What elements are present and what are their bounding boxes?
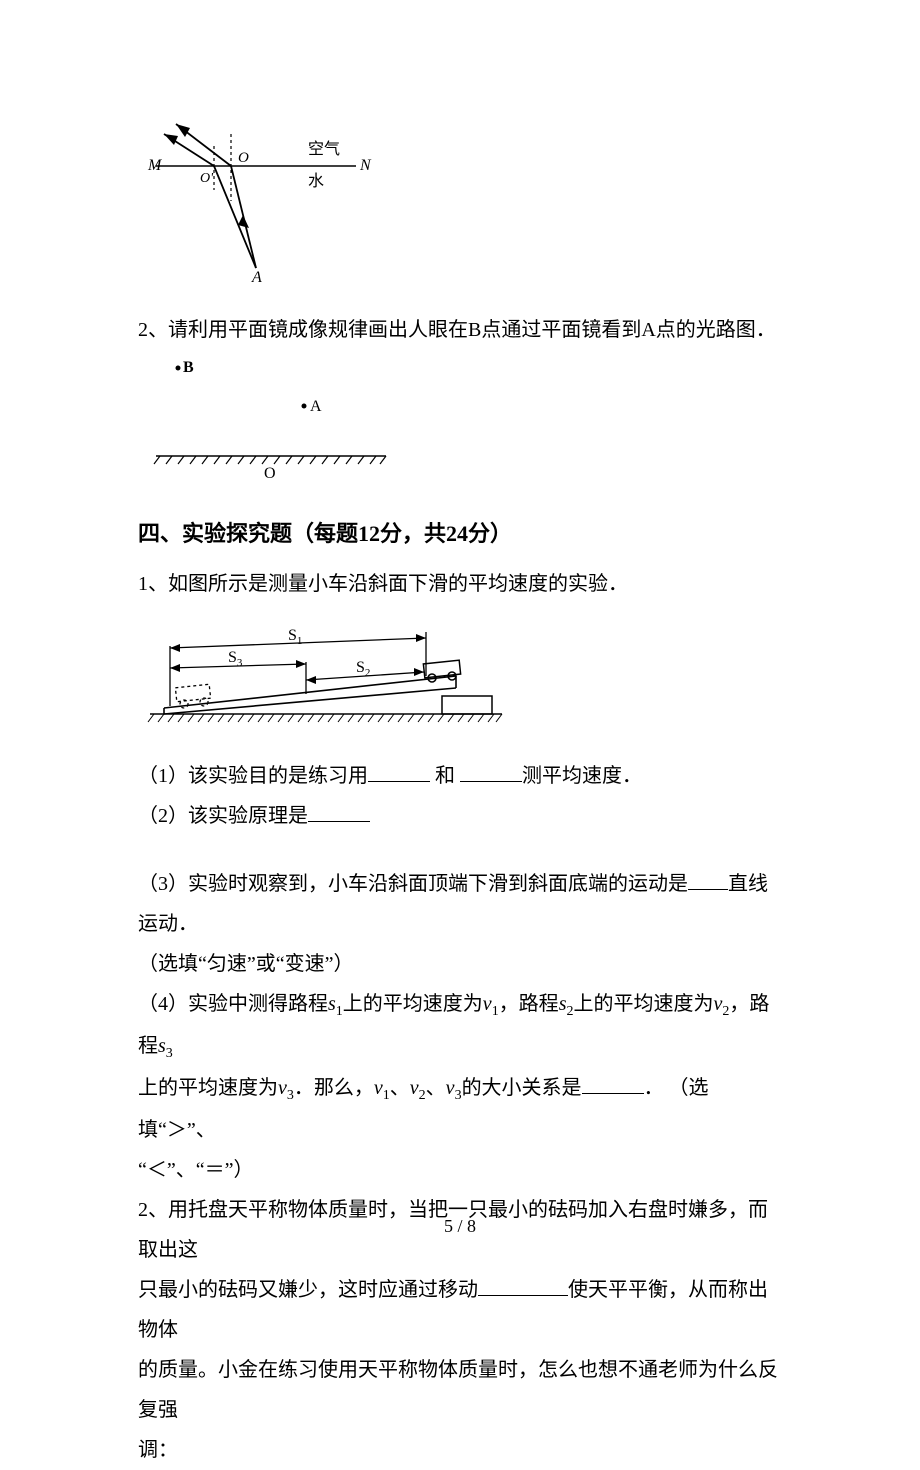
- q4-1-p4-line2: 上的平均速度为v3．那么，v1、v2、v3的大小关系是． （选填“＞”、: [138, 1068, 782, 1150]
- label-o2: O: [264, 465, 276, 482]
- q4-1-p4-line1: （4）实验中测得路程s1上的平均速度为v1，路程s2上的平均速度为v2，路程s3: [138, 984, 782, 1068]
- blank: [688, 871, 728, 890]
- label-water: 水: [308, 172, 324, 190]
- section4-heading: 四、实验探究题（每题12分，共24分）: [138, 512, 782, 556]
- blank: [478, 1277, 568, 1296]
- label-m: M: [147, 157, 163, 174]
- label-s1: S1: [288, 627, 302, 647]
- label-air: 空气: [308, 140, 340, 158]
- q4-1-p2: （2）该实验原理是: [138, 796, 782, 836]
- blank: [308, 803, 370, 822]
- q4-1-p3: （3）实验时观察到，小车沿斜面顶端下滑到斜面底端的运动是直线运动．: [138, 864, 782, 944]
- label-a: A: [251, 269, 262, 286]
- blank: [368, 763, 430, 782]
- q4-1-p3c: （选填“匀速”或“变速”）: [138, 944, 782, 984]
- q4-1-p1: （1）该实验目的是练习用 和 测平均速度．: [138, 756, 782, 796]
- blank: [460, 763, 522, 782]
- incline-diagram: S1 S3 S2: [146, 618, 782, 742]
- q4-2-line3: 的质量。小金在练习使用天平称物体质量时，怎么也想不通老师为什么反复强: [138, 1350, 782, 1430]
- label-b: B: [183, 359, 194, 376]
- q4-1-p4-line3: “＜”、“＝”）: [138, 1150, 782, 1190]
- label-a2: A: [310, 398, 322, 415]
- q4-2-line4: 调：: [138, 1430, 782, 1470]
- blank: [582, 1075, 644, 1094]
- refraction-diagram: M N 空气 水 O O' A: [146, 106, 782, 300]
- label-n: N: [359, 157, 372, 174]
- q4-2-line2: 只最小的砝码又嫌少，这时应通过移动使天平平衡，从而称出物体: [138, 1270, 782, 1350]
- page-footer: 5 / 8: [0, 1208, 920, 1244]
- label-o: O: [238, 150, 249, 166]
- label-oprime: O': [200, 171, 214, 186]
- q2-text: 2、请利用平面镜成像规律画出人眼在B点通过平面镜看到A点的光路图．: [138, 310, 782, 350]
- q4-1-intro: 1、如图所示是测量小车沿斜面下滑的平均速度的实验．: [138, 564, 782, 604]
- mirror-diagram: B A: [146, 356, 782, 500]
